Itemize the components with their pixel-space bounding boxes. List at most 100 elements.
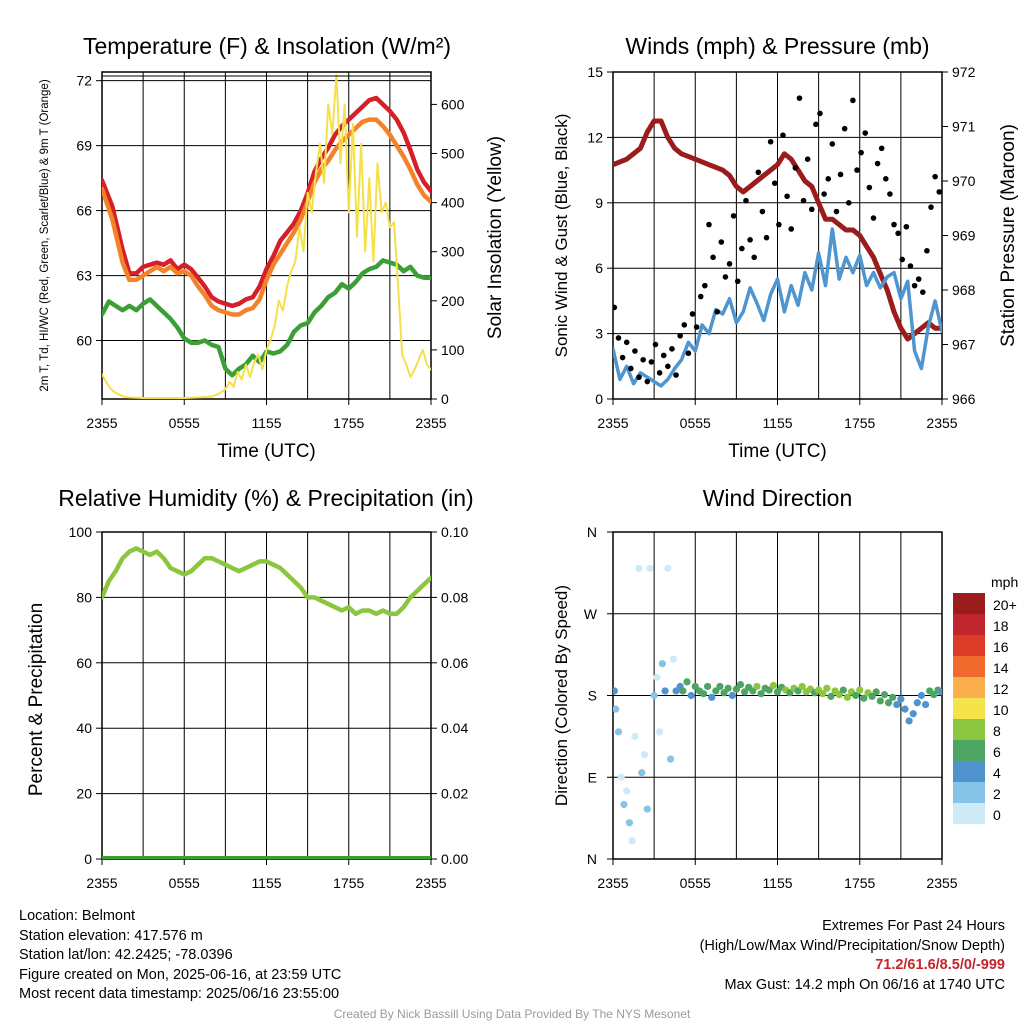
y2-tick-label: 968 [952, 282, 976, 298]
y2-axis-label: Solar Insolation (Yellow) [485, 136, 506, 339]
gust-point [837, 171, 844, 178]
wind-direction-point [687, 691, 695, 700]
y-tick-label: 0 [84, 851, 92, 867]
y2-axis-label: Station Pressure (Maroon) [998, 124, 1019, 347]
gust-point [636, 374, 642, 381]
y-tick-label: S [588, 688, 597, 704]
wind-direction-point [905, 717, 913, 725]
x-tick-label: 2355 [415, 875, 446, 891]
wind-direction-point [889, 693, 897, 701]
y-tick-label: 20 [76, 786, 92, 802]
elevation-text: Station elevation: 417.576 m [19, 927, 203, 944]
colorbar-label: 12 [993, 681, 1009, 697]
wind-direction-point [613, 705, 620, 713]
x-tick-label: 1155 [251, 875, 281, 891]
wind-direction-point [703, 682, 712, 691]
wind-direction-point [638, 769, 646, 777]
plot-frame [612, 531, 943, 860]
extremes-subtitle: (High/Low/Max Wind/Precipitation/Snow De… [699, 937, 1005, 954]
wind-direction-point [669, 655, 677, 663]
wind-direction-point [827, 692, 835, 701]
gust-point [613, 304, 618, 311]
wind-direction-point [860, 694, 868, 702]
x-tick-label: 2355 [86, 875, 117, 891]
gust-point [825, 176, 832, 182]
gust-point [899, 256, 906, 263]
wind-direction-point [909, 710, 917, 718]
colorbar-swatch [953, 740, 985, 761]
y-axis-label: 2m T, Td, HI/WC (Red, Green, Scarlet/Blu… [39, 79, 51, 391]
location-text: Location: Belmont [19, 908, 136, 924]
y2-tick-label: 100 [441, 342, 465, 358]
gust-point [619, 354, 626, 361]
gust-point [866, 184, 873, 191]
plot-area [613, 95, 942, 388]
colorbar-swatch [953, 656, 985, 677]
max-gust-text: Max Gust: 14.2 mph On 06/16 at 1740 UTC [724, 976, 1005, 993]
colorbar-swatch [953, 719, 985, 740]
gust-point [648, 359, 655, 365]
wind-direction-point [937, 688, 942, 696]
x-tick-label: 1155 [251, 415, 281, 431]
colorbar-label: 10 [993, 702, 1009, 718]
gust-point [932, 173, 938, 180]
wind-direction-point [921, 700, 930, 709]
y-tick-label: 12 [587, 129, 603, 145]
gust-point [763, 234, 770, 241]
y-tick-label: 3 [595, 326, 603, 342]
gust-point [841, 125, 848, 132]
wind-direction-point [650, 691, 658, 700]
gust-point [829, 141, 836, 147]
wind-direction-point [856, 686, 864, 694]
colorbar-label: 8 [993, 723, 1001, 739]
gust-point [714, 309, 720, 315]
wind-direction-point [620, 800, 628, 809]
x-axis-label: Time (UTC) [728, 441, 827, 462]
y2-tick-label: 967 [952, 337, 976, 353]
wind-direction-point [646, 564, 654, 572]
chart-title: Wind Direction [703, 485, 853, 511]
plot-area [102, 73, 431, 399]
x-tick-label: 1755 [844, 415, 875, 431]
relative-humidity-line [102, 546, 431, 617]
gust-point [907, 263, 914, 269]
plot-frame [101, 71, 432, 400]
chart-panel-2: 0 3 6 9 12 15 966 967 968 969 970 971 972 2355 0555 115… [552, 33, 1019, 462]
wind-direction-point [628, 837, 636, 845]
wind-direction-point [876, 697, 884, 705]
y2-tick-label: 972 [952, 64, 976, 80]
9m-t-line [102, 117, 431, 317]
station-info: Location: Belmont Station elevation: 417… [19, 907, 341, 1005]
recent-data-text: Most recent data timestamp: 2025/06/16 2… [19, 986, 340, 1002]
wind-direction-point [872, 688, 880, 696]
wind-direction-point [635, 564, 643, 572]
gust-point [854, 167, 860, 173]
wind-direction-point [656, 728, 664, 736]
wind-direction-point [625, 819, 634, 827]
gust-point [833, 208, 840, 215]
y2-tick-label: 500 [441, 146, 465, 162]
wind-direction-point [839, 686, 847, 694]
gust-point [669, 346, 675, 352]
wind-direction-point [683, 678, 691, 686]
gust-point [804, 156, 811, 162]
y2-tick-label: 400 [441, 195, 465, 211]
y2-tick-label: 0.08 [441, 589, 468, 605]
y2-tick-label: 0.04 [441, 720, 468, 736]
wind-direction-point [893, 700, 901, 709]
y2-tick-label: 966 [952, 391, 976, 407]
wind-direction-point [643, 805, 651, 813]
gust-point [895, 230, 901, 237]
gust-point [796, 95, 803, 101]
y-tick-label: N [587, 851, 597, 867]
station-pressure-line [613, 118, 942, 342]
gust-point [891, 221, 897, 228]
wind-direction-point [716, 682, 724, 691]
gust-point [767, 138, 774, 145]
plot-frame [612, 71, 943, 400]
latlon-text: Station lat/lon: 42.2425; -78.0396 [19, 947, 233, 963]
gust-point [813, 121, 819, 128]
wind-direction-point [653, 673, 661, 681]
wind-direction-point [699, 690, 708, 698]
